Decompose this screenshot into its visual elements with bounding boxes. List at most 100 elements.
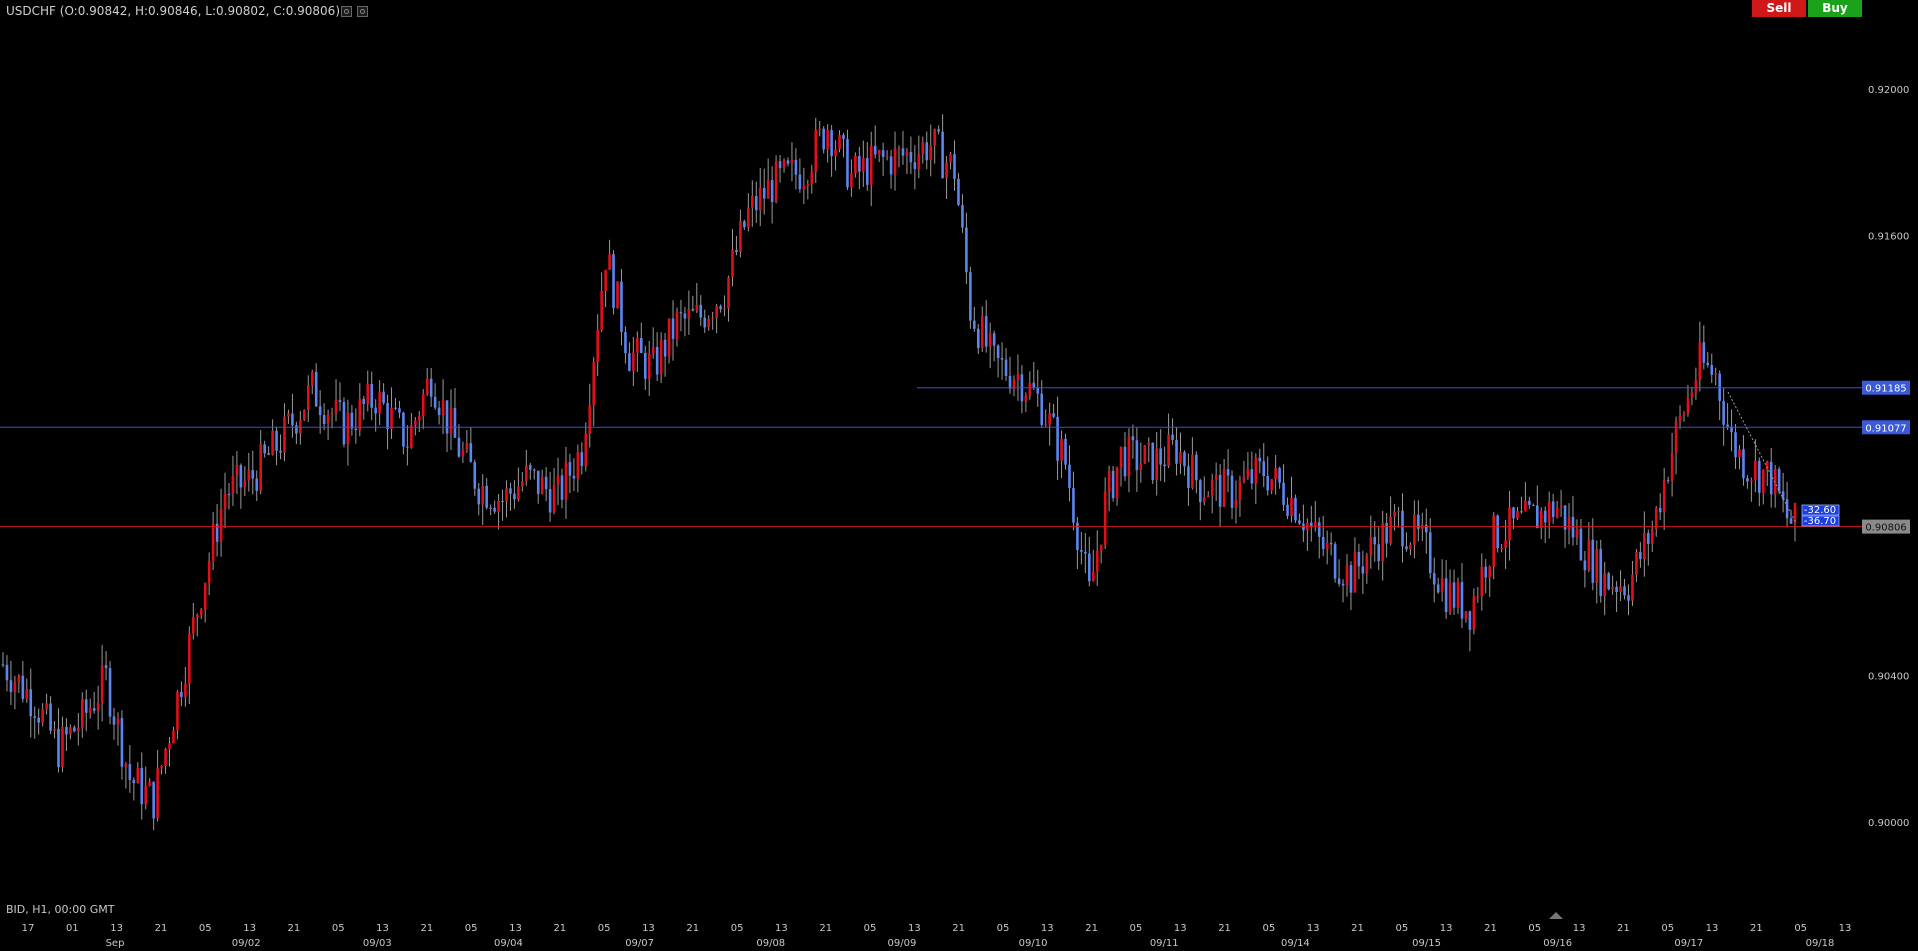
candle: [913, 145, 917, 190]
candle: [854, 152, 857, 178]
candle: [80, 692, 84, 738]
candle: [318, 390, 322, 434]
candle: [243, 466, 247, 497]
buy-button[interactable]: Buy: [1808, 0, 1862, 17]
candle: [1385, 512, 1388, 558]
candle: [13, 675, 17, 710]
candle: [1650, 520, 1654, 552]
candle: [636, 331, 639, 372]
candle: [739, 209, 742, 258]
candle: [489, 504, 492, 516]
candle: [354, 408, 358, 444]
time-hour-label: 05: [1130, 923, 1143, 934]
candle: [1750, 477, 1753, 502]
candle: [691, 295, 695, 312]
candle: [869, 131, 873, 207]
candle: [969, 266, 972, 329]
candle: [1143, 444, 1147, 464]
time-hour-label: 05: [332, 923, 345, 934]
candle: [647, 340, 651, 396]
candle: [1734, 423, 1737, 469]
settings-icon[interactable]: [341, 6, 352, 17]
candle: [1726, 402, 1729, 430]
price-levels-layer: 0.91185 0.91077 0.90806: [0, 380, 1910, 534]
candle: [1520, 496, 1523, 514]
time-hour-label: 13: [376, 923, 389, 934]
candle: [402, 411, 405, 455]
candle: [334, 379, 338, 422]
candle: [778, 155, 782, 183]
candle: [592, 356, 596, 427]
candle: [973, 306, 976, 332]
time-hour-label: 05: [465, 923, 478, 934]
candle: [362, 395, 366, 420]
candle: [1686, 384, 1690, 417]
candle: [1373, 521, 1377, 562]
time-date-label: 09/03: [363, 938, 392, 949]
candle: [925, 131, 929, 170]
candle: [1627, 584, 1630, 616]
candle: [1258, 448, 1262, 474]
candle: [976, 324, 980, 355]
candle: [322, 403, 326, 431]
time-hour-label: 13: [1307, 923, 1320, 934]
candle: [1682, 411, 1686, 422]
candle: [1690, 386, 1694, 406]
candle: [429, 368, 433, 407]
candle: [1639, 542, 1642, 568]
candle: [330, 407, 334, 429]
candle: [1095, 530, 1099, 586]
candle: [604, 269, 607, 308]
candle: [1670, 432, 1674, 497]
candle: [1032, 362, 1036, 391]
candle: [505, 480, 508, 518]
candle: [1076, 516, 1079, 569]
candle: [1262, 443, 1266, 488]
time-date-label: 09/18: [1806, 938, 1835, 949]
time-date-label: 09/10: [1019, 938, 1048, 949]
candle: [1472, 588, 1476, 635]
candle: [885, 150, 889, 161]
candle: [1575, 519, 1579, 546]
sell-button[interactable]: Sell: [1752, 0, 1806, 17]
time-hour-label: 13: [1041, 923, 1054, 934]
candle: [881, 142, 885, 176]
candle: [461, 441, 465, 464]
candle: [57, 708, 60, 773]
gear-icon[interactable]: [357, 6, 368, 17]
scroll-marker-icon[interactable]: [1549, 912, 1563, 919]
candle: [1242, 460, 1246, 484]
candle: [953, 140, 956, 191]
candle: [1028, 371, 1032, 400]
candle: [1428, 518, 1432, 579]
candle: [806, 179, 810, 200]
candle: [1623, 578, 1626, 600]
candle: [1512, 506, 1515, 529]
candle: [1068, 445, 1071, 502]
candle: [905, 148, 909, 175]
pnl-label: -32.60: [1804, 505, 1836, 516]
time-hour-label: 21: [1085, 923, 1098, 934]
candle: [770, 166, 774, 224]
candle: [112, 707, 116, 740]
candle: [259, 429, 262, 495]
time-hour-label: 05: [1794, 923, 1807, 934]
candle: [219, 488, 223, 557]
candle: [794, 148, 798, 190]
candle: [814, 117, 818, 184]
candle: [33, 706, 37, 739]
candle: [1052, 403, 1055, 419]
candle: [762, 168, 766, 215]
candle: [643, 345, 647, 391]
time-hour-label: 21: [155, 923, 168, 934]
candle: [96, 685, 100, 730]
candle: [945, 155, 948, 200]
candle: [1401, 493, 1404, 563]
candle: [358, 383, 362, 437]
candle: [798, 158, 802, 193]
candle: [651, 327, 655, 359]
candle: [1369, 515, 1373, 569]
candle: [1064, 433, 1067, 470]
price-axis: 0.92000 0.91600 0.90400 0.90000: [1868, 85, 1909, 829]
